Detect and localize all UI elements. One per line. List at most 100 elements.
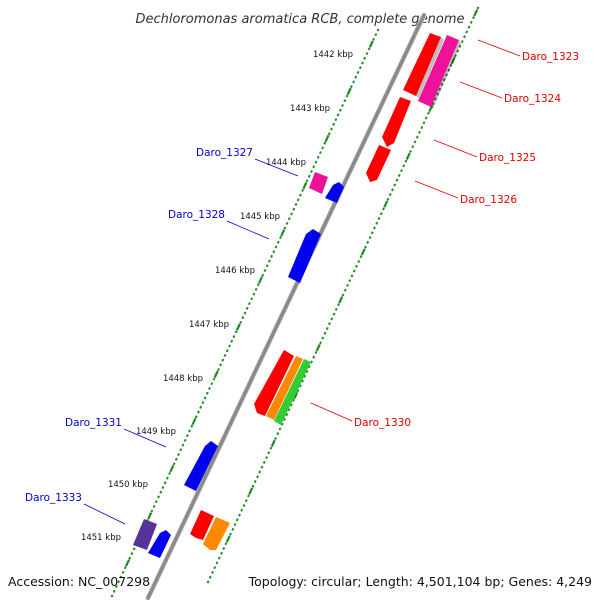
minor-tick xyxy=(172,462,176,466)
minor-tick xyxy=(165,476,169,480)
minor-tick xyxy=(321,336,325,340)
gene-daro-1323[interactable] xyxy=(403,33,444,98)
minor-tick xyxy=(301,379,304,383)
minor-tick xyxy=(265,264,269,268)
minor-tick xyxy=(212,377,216,381)
minor-tick xyxy=(325,326,329,331)
label-daro-1326[interactable]: Daro_1326 xyxy=(460,194,517,206)
gene-daro-1330[interactable] xyxy=(254,350,294,416)
major-tick xyxy=(213,370,219,378)
minor-tick xyxy=(402,164,406,168)
minor-tick xyxy=(332,122,336,126)
label-daro-1333[interactable]: Daro_1333 xyxy=(25,492,82,504)
minor-tick xyxy=(376,28,380,32)
minor-tick xyxy=(287,217,291,221)
minor-tick xyxy=(318,151,322,155)
major-tick xyxy=(473,9,479,17)
minor-tick xyxy=(298,384,302,388)
minor-tick xyxy=(274,245,278,249)
minor-tick xyxy=(440,82,444,87)
minor-tick xyxy=(220,551,223,555)
minor-tick xyxy=(409,149,412,154)
minor-tick xyxy=(215,561,219,565)
gene-forward-orange-bottom[interactable] xyxy=(203,517,230,550)
minor-tick xyxy=(372,37,376,41)
label-daro-1330[interactable]: Daro_1330 xyxy=(354,417,411,429)
minor-tick xyxy=(253,480,257,484)
minor-tick xyxy=(130,552,134,556)
gene-daro-1327[interactable] xyxy=(309,172,328,194)
minor-tick xyxy=(445,73,448,77)
minor-tick xyxy=(323,141,327,145)
gene-daro-1325[interactable] xyxy=(382,97,411,147)
minor-tick xyxy=(375,221,379,225)
inner-scale-ring xyxy=(110,28,380,598)
minor-tick xyxy=(278,427,282,431)
minor-tick xyxy=(345,94,349,98)
minor-tick xyxy=(454,54,457,58)
minor-tick xyxy=(256,283,260,287)
label-daro-1331[interactable]: Daro_1331 xyxy=(65,417,122,429)
gene-daro-1331[interactable] xyxy=(184,441,218,491)
minor-tick xyxy=(418,130,421,134)
minor-tick xyxy=(168,471,172,475)
minor-tick xyxy=(276,240,280,244)
label-daro-1327[interactable]: Daro_1327 xyxy=(196,147,253,159)
minor-tick xyxy=(422,121,426,125)
minor-tick xyxy=(270,254,274,258)
gene-daro-1333[interactable] xyxy=(133,519,157,550)
callout-lines xyxy=(83,39,521,525)
major-tick xyxy=(428,104,434,113)
minor-tick xyxy=(121,570,125,574)
minor-tick xyxy=(314,160,318,164)
major-tick xyxy=(315,343,321,352)
minor-tick xyxy=(211,570,214,574)
minor-tick xyxy=(447,68,451,72)
label-daro-1324[interactable]: Daro_1324 xyxy=(504,93,561,105)
minor-tick xyxy=(352,269,356,273)
minor-tick xyxy=(247,302,251,306)
gene-reverse-blue-bottom[interactable] xyxy=(148,530,171,558)
gene-daro-1324[interactable] xyxy=(418,35,461,109)
gene-reverse-blue-1444[interactable] xyxy=(325,182,344,203)
major-tick xyxy=(258,276,263,284)
minor-tick xyxy=(355,264,358,268)
minor-tick xyxy=(395,178,399,182)
gene-forward-red-bottom[interactable] xyxy=(190,510,214,540)
major-tick xyxy=(405,152,411,160)
label-daro-1328[interactable]: Daro_1328 xyxy=(168,209,225,221)
label-daro-1325[interactable]: Daro_1325 xyxy=(479,152,536,164)
minor-tick xyxy=(245,306,249,310)
reverse-strand-genes xyxy=(133,172,344,558)
gene-forward-orange-1[interactable] xyxy=(266,356,303,420)
minor-tick xyxy=(305,369,309,374)
tick-label-1448: 1448 kbp xyxy=(163,374,203,384)
gene-daro-1326[interactable] xyxy=(366,145,391,182)
major-tick xyxy=(324,134,330,143)
minor-tick xyxy=(258,470,262,474)
minor-tick xyxy=(336,113,340,117)
minor-tick xyxy=(327,132,331,136)
minor-tick xyxy=(465,30,469,34)
tick-label-1442: 1442 kbp xyxy=(313,50,353,60)
minor-tick xyxy=(472,16,475,20)
forward-strand-genes xyxy=(190,33,461,550)
major-tick xyxy=(450,56,456,65)
minor-tick xyxy=(332,312,336,316)
gene-forward-green-1[interactable] xyxy=(274,359,311,425)
gene-daro-1328[interactable] xyxy=(288,229,321,283)
label-daro-1323[interactable]: Daro_1323 xyxy=(522,51,579,63)
minor-tick xyxy=(382,207,385,211)
minor-tick xyxy=(420,126,424,130)
minor-tick xyxy=(208,575,212,579)
minor-tick xyxy=(400,169,403,173)
minor-tick xyxy=(292,398,295,402)
minor-tick xyxy=(334,307,338,311)
major-tick xyxy=(169,465,175,473)
scale-labels: 1442 kbp 1443 kbp 1444 kbp 1445 kbp 1446… xyxy=(81,50,353,543)
minor-tick xyxy=(234,330,238,334)
minor-tick xyxy=(343,99,347,103)
minor-tick xyxy=(242,503,246,508)
major-tick xyxy=(368,40,374,48)
